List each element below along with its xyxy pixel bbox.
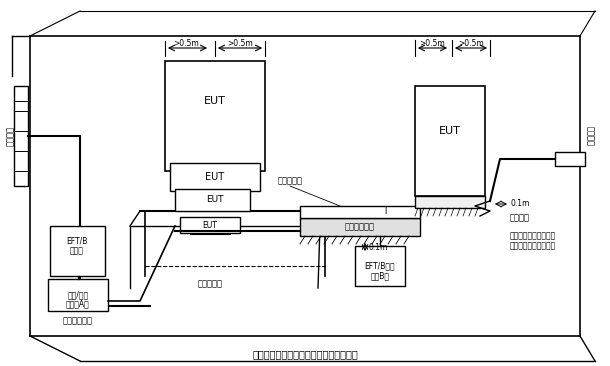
Bar (175, 189, 250, 211)
Text: >0.5m: >0.5m (173, 38, 199, 48)
Bar (300, 218, 420, 236)
Text: 0.1m: 0.1m (368, 243, 388, 251)
Text: 交流电源: 交流电源 (5, 126, 15, 146)
Text: 长度在试验计划中规定: 长度在试验计划中规定 (510, 242, 556, 250)
Bar (555, 152, 585, 166)
Bar (415, 196, 485, 208)
Text: >0.5m: >0.5m (227, 38, 253, 48)
Bar (300, 206, 420, 218)
Bar (14, 86, 28, 186)
Text: 接地参考平面: 接地参考平面 (63, 317, 93, 325)
Text: 接地参考平面: 接地参考平面 (345, 223, 375, 232)
Bar (48, 279, 108, 311)
Text: >0.5m: >0.5m (458, 38, 484, 48)
Text: 容性耦合夹: 容性耦合夹 (278, 176, 303, 186)
Text: l: l (384, 206, 386, 216)
Text: 网络（A）: 网络（A） (66, 299, 90, 309)
Text: >0.5m: >0.5m (419, 38, 445, 48)
Text: EUT: EUT (206, 172, 224, 182)
Text: EUT: EUT (204, 96, 226, 106)
Text: 非金属桌子: 非金属桌子 (198, 280, 223, 288)
Text: EFT/B
发生器: EFT/B 发生器 (66, 236, 88, 256)
Bar (165, 61, 265, 171)
Text: 交流电源: 交流电源 (586, 126, 595, 146)
Bar (355, 246, 405, 286)
Text: 0.1m: 0.1m (511, 199, 529, 209)
Text: 按制造商的规范接地，: 按制造商的规范接地， (510, 232, 556, 240)
Text: 耦合/去耦: 耦合/去耦 (68, 291, 88, 299)
Text: 绝缘支座: 绝缘支座 (510, 213, 530, 223)
Bar (50, 226, 105, 276)
Text: EFT/B发生
器（B）: EFT/B发生 器（B） (365, 261, 395, 281)
Bar (170, 163, 260, 191)
Bar (180, 217, 240, 233)
Text: （电快速瞬变脉冲群抗扰度实验方框图）: （电快速瞬变脉冲群抗扰度实验方框图） (252, 349, 358, 359)
Text: EUT: EUT (203, 220, 217, 229)
Text: EUT: EUT (439, 126, 461, 136)
Bar (415, 86, 485, 196)
Text: EUT: EUT (206, 195, 224, 205)
